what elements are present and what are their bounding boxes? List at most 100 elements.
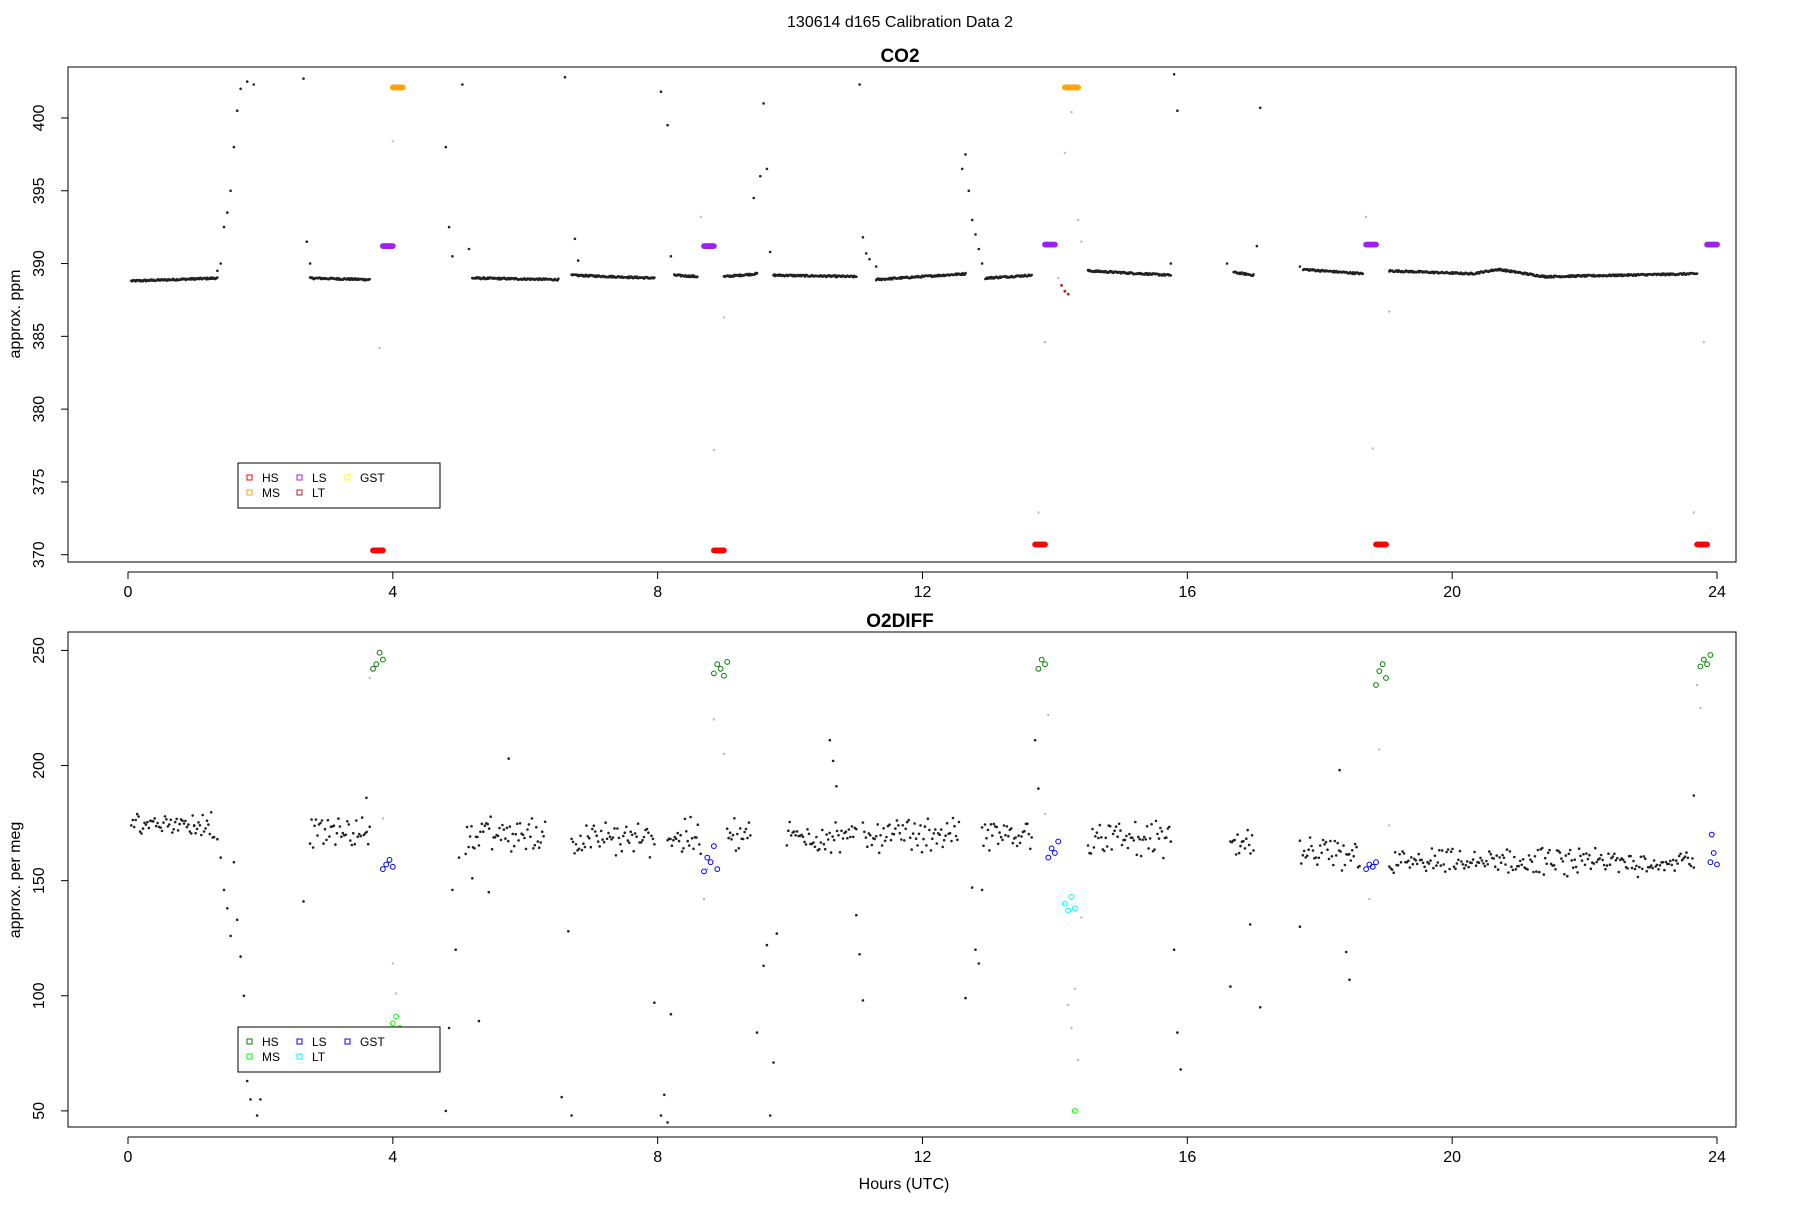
o2diff-point	[1464, 863, 1468, 867]
o2diff-point	[1605, 864, 1609, 867]
o2diff-point	[882, 827, 885, 830]
o2diff-legend-lt: LT	[312, 1050, 326, 1064]
o2diff-point	[1451, 847, 1454, 851]
o2diff-point	[144, 823, 148, 826]
co2-point	[226, 211, 229, 214]
o2diff-point	[334, 843, 337, 846]
co2-cal-ms-point	[1075, 84, 1081, 91]
o2diff-point	[1598, 857, 1601, 860]
o2diff-point	[807, 832, 811, 836]
o2diff-point	[923, 825, 927, 828]
o2diff-point	[1421, 861, 1425, 865]
o2diff-cal-lt-point	[1061, 900, 1068, 907]
o2diff-point	[1236, 833, 1239, 836]
o2diff-point	[1623, 860, 1626, 864]
co2-baseline-point	[1030, 273, 1033, 277]
o2diff-point	[1125, 834, 1128, 838]
o2diff-point	[1527, 854, 1531, 857]
o2diff-point	[314, 818, 318, 821]
o2diff-point	[1305, 854, 1309, 857]
o2diff-point	[542, 835, 545, 838]
o2diff-point	[235, 918, 239, 922]
o2diff-cal-hs-point	[1697, 663, 1704, 670]
o2diff-point	[570, 837, 573, 841]
o2diff-point	[154, 824, 158, 828]
o2diff-point	[1686, 856, 1690, 860]
o2diff-point	[1176, 1031, 1179, 1034]
o2diff-point	[998, 831, 1001, 834]
o2diff-point	[762, 964, 765, 968]
o2diff-point	[813, 845, 817, 849]
o2diff-point	[1135, 853, 1139, 857]
o2diff-point	[1549, 862, 1553, 866]
o2diff-point	[567, 930, 570, 933]
o2diff-cal-ls-point	[1708, 831, 1715, 838]
o2diff-point	[610, 838, 613, 841]
o2diff-point	[620, 849, 624, 853]
o2diff-point	[1005, 825, 1009, 828]
o2diff-point	[356, 835, 360, 839]
o2diff-point	[325, 838, 328, 842]
co2-legend-ls-swatch	[296, 474, 303, 481]
o2diff-point	[883, 839, 887, 843]
o2diff-point	[1179, 1068, 1182, 1071]
o2diff-point	[1530, 860, 1534, 864]
o2diff-point	[1442, 863, 1445, 866]
o2diff-point	[1440, 849, 1444, 852]
o2diff-point	[604, 821, 607, 824]
o2diff-point	[451, 888, 454, 892]
co2-excluded-point	[1076, 218, 1080, 222]
co2-point	[308, 262, 312, 265]
co2-point	[977, 247, 981, 251]
o2diff-cal-ls-point	[711, 843, 717, 849]
o2diff-point	[725, 827, 729, 830]
o2diff-cal-hs-point	[724, 659, 731, 665]
o2diff-point	[1558, 851, 1562, 854]
o2diff-point	[1252, 849, 1255, 852]
o2diff-point	[163, 815, 167, 818]
o2diff-point	[146, 820, 149, 824]
o2diff-point	[1570, 859, 1573, 862]
o2diff-point	[1657, 868, 1660, 871]
x-tick-label: 12	[914, 1149, 932, 1166]
o2diff-point	[1501, 853, 1504, 857]
o2diff-point	[1480, 859, 1484, 862]
co2-point	[861, 236, 865, 239]
o2diff-point	[1352, 854, 1355, 858]
o2diff-point	[926, 817, 930, 820]
o2diff-point	[1663, 868, 1666, 872]
o2diff-point	[1582, 852, 1585, 856]
o2diff-point	[1159, 826, 1162, 830]
o2diff-point	[1626, 867, 1629, 870]
o2diff-excluded-point	[729, 835, 732, 839]
o2diff-point	[1298, 925, 1302, 928]
o2diff-point	[1435, 864, 1438, 867]
o2diff-point	[140, 832, 143, 835]
o2diff-point	[1348, 978, 1351, 981]
o2diff-point	[614, 854, 618, 857]
o2diff-point	[1595, 860, 1598, 864]
co2-point	[1172, 73, 1176, 76]
o2diff-point	[1463, 867, 1466, 870]
o2diff-point	[627, 841, 631, 845]
o2diff-point	[1449, 850, 1453, 853]
o2diff-point	[511, 832, 514, 836]
o2diff-point	[873, 837, 876, 841]
o2diff-point	[696, 823, 700, 826]
co2-point	[573, 237, 577, 241]
o2diff-point	[1141, 838, 1144, 841]
x-tick-label: 24	[1708, 1149, 1726, 1166]
o2diff-point	[1311, 849, 1315, 852]
o2diff-point	[586, 835, 590, 838]
o2diff-point	[1563, 872, 1566, 876]
o2diff-point	[855, 827, 858, 831]
co2-point	[219, 262, 222, 265]
o2diff-point	[1520, 863, 1523, 867]
o2diff-point	[840, 829, 843, 833]
o2diff-cal-ls-point	[701, 868, 707, 875]
o2diff-point	[585, 824, 588, 827]
co2-point	[858, 83, 861, 86]
o2diff-point	[1015, 844, 1019, 848]
o2diff-point	[1586, 857, 1590, 861]
o2diff-point	[1018, 841, 1022, 845]
